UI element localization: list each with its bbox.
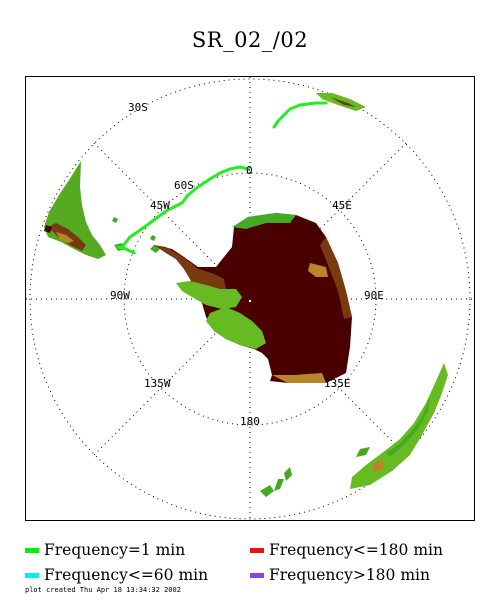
track-segment-falklands bbox=[116, 245, 136, 255]
legend-item-60min: Frequency<=60 min bbox=[25, 566, 208, 584]
polar-map: 30S 60S 0 45W 45E 90W 90E 135W 135E 180 bbox=[25, 76, 475, 521]
antarctica-landmass bbox=[112, 213, 352, 383]
label-lat-30s: 30S bbox=[128, 101, 148, 114]
africa-landmass bbox=[316, 93, 366, 111]
australia-landmass bbox=[350, 363, 448, 489]
track-segment-scotia bbox=[120, 165, 250, 249]
label-lon-90w: 90W bbox=[110, 289, 130, 302]
legend-label-gt180min: Frequency>180 min bbox=[269, 566, 430, 584]
map-labels: 30S 60S 0 45W 45E 90W 90E 135W 135E 180 bbox=[110, 101, 384, 428]
plot-created-footer: plot created Thu Apr 18 13:34:32 2002 bbox=[25, 586, 181, 594]
new-zealand-landmass bbox=[260, 467, 292, 497]
legend-swatch-60min bbox=[25, 572, 39, 578]
legend-item-180min: Frequency<=180 min bbox=[250, 541, 443, 559]
label-lon-45e: 45E bbox=[332, 199, 352, 212]
track-segment-africa bbox=[272, 101, 328, 129]
label-lat-60s: 60S bbox=[174, 179, 194, 192]
label-lon-45w: 45W bbox=[150, 199, 170, 212]
label-lon-180: 180 bbox=[240, 415, 260, 428]
legend-swatch-gt180min bbox=[250, 572, 264, 578]
ship-track bbox=[116, 101, 328, 255]
legend-label-60min: Frequency<=60 min bbox=[44, 566, 209, 584]
label-lon-135w: 135W bbox=[144, 377, 171, 390]
legend-swatch-180min bbox=[250, 547, 264, 553]
legend-swatch-1min bbox=[25, 547, 39, 553]
legend-item-1min: Frequency=1 min bbox=[25, 541, 185, 559]
label-lon-0: 0 bbox=[246, 164, 253, 177]
legend-label-180min: Frequency<=180 min bbox=[269, 541, 443, 559]
polar-map-svg: 30S 60S 0 45W 45E 90W 90E 135W 135E 180 bbox=[26, 77, 474, 520]
plot-title: SR_02_/02 bbox=[191, 28, 309, 52]
lat-circle-30s bbox=[29, 78, 471, 520]
label-lon-90e: 90E bbox=[364, 289, 384, 302]
legend-item-gt180min: Frequency>180 min bbox=[250, 566, 430, 584]
south-america-landmass bbox=[44, 161, 106, 259]
label-lon-135e: 135E bbox=[324, 377, 351, 390]
legend-label-1min: Frequency=1 min bbox=[44, 541, 186, 559]
